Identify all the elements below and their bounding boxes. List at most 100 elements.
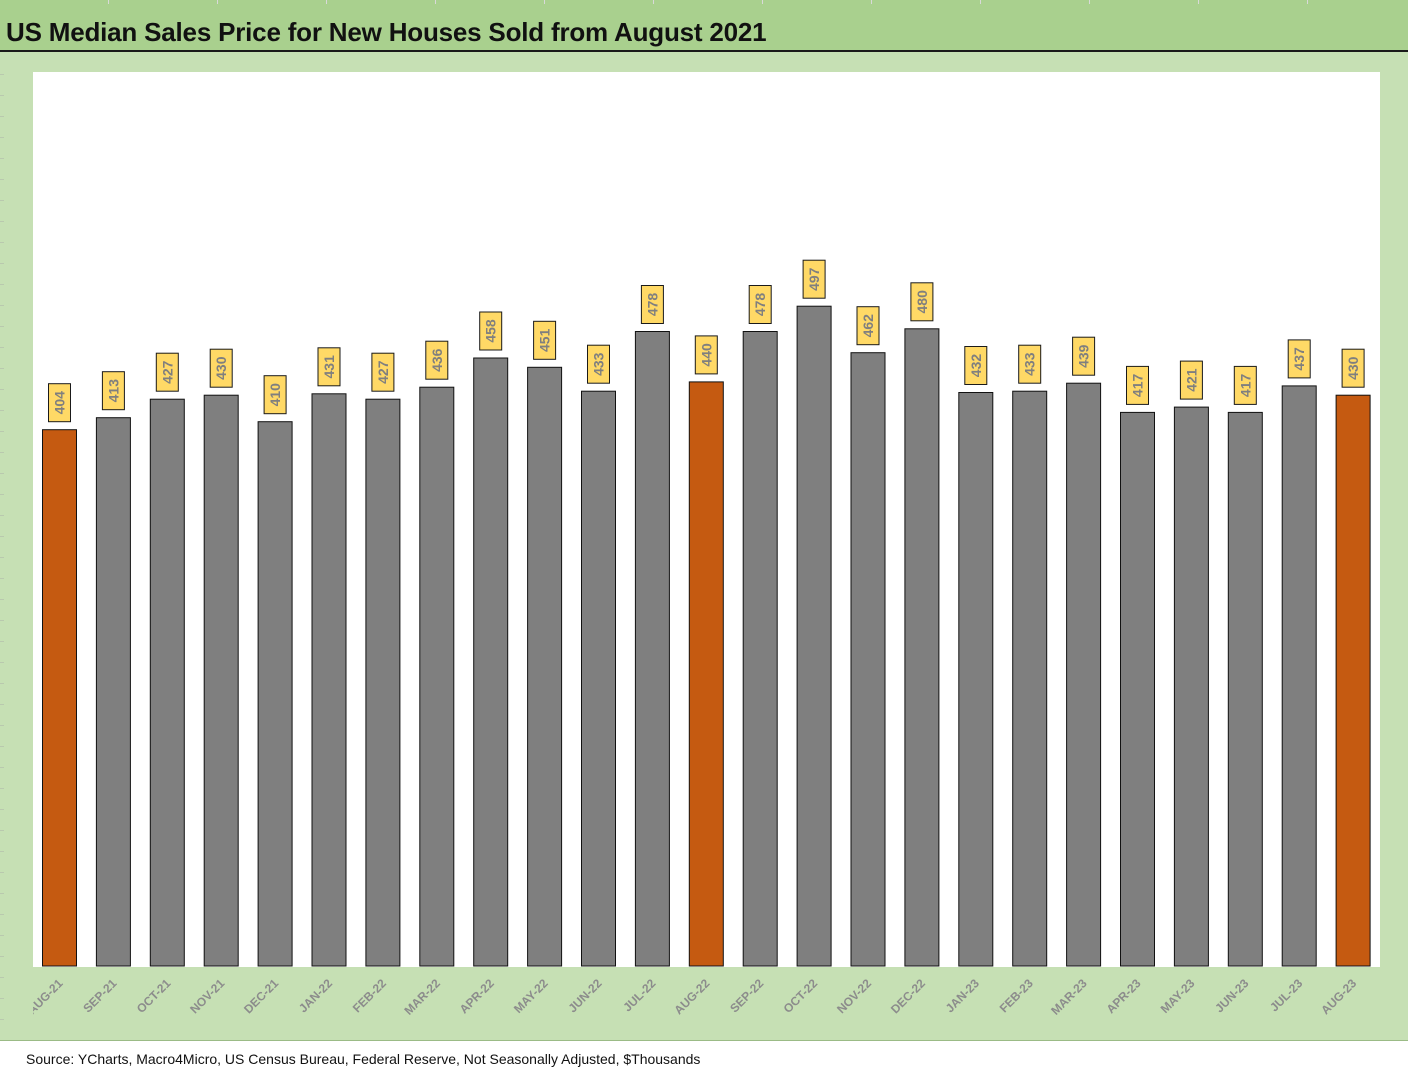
bar-dec-22 bbox=[904, 328, 940, 967]
bar-oct-22 bbox=[796, 305, 832, 967]
x-tick-label-mar-23: MAR-23 bbox=[1048, 976, 1090, 1018]
data-label-apr-23: 417 bbox=[1130, 374, 1146, 398]
data-label-jun-23: 417 bbox=[1237, 374, 1253, 398]
data-label-box-sep-22 bbox=[748, 285, 772, 324]
chart-title: US Median Sales Price for New Houses Sol… bbox=[6, 17, 767, 47]
bar-mar-22 bbox=[419, 386, 455, 967]
data-label-box-jun-23 bbox=[1233, 365, 1257, 405]
x-tick-label-aug-22: AUG-22 bbox=[671, 976, 712, 1017]
bar-feb-22 bbox=[365, 398, 401, 967]
bar-nov-21 bbox=[203, 394, 239, 967]
plot-area: 404 AUG-21 413 SEP-21 427 OCT-21 430 NOV-21 410 D… bbox=[33, 72, 1380, 1018]
bar-nov-22 bbox=[850, 352, 886, 967]
data-label-box-nov-21 bbox=[209, 348, 233, 388]
bar-jan-22 bbox=[311, 393, 347, 967]
bar-jan-23 bbox=[958, 392, 994, 967]
data-label-sep-22: 478 bbox=[752, 293, 768, 317]
data-label-aug-22: 440 bbox=[698, 343, 714, 367]
bar-aug-21 bbox=[42, 429, 77, 967]
bar-apr-23 bbox=[1120, 411, 1155, 967]
data-label-may-23: 421 bbox=[1183, 368, 1199, 392]
bar-jul-22 bbox=[634, 331, 670, 967]
x-tick-label-may-23: MAY-23 bbox=[1158, 976, 1198, 1016]
x-tick-label-mar-22: MAR-22 bbox=[401, 976, 443, 1018]
bar-may-22 bbox=[527, 366, 563, 967]
data-label-nov-21: 430 bbox=[213, 356, 229, 380]
data-label-oct-21: 427 bbox=[159, 360, 175, 384]
data-label-feb-23: 433 bbox=[1022, 352, 1038, 376]
data-label-box-jun-22 bbox=[587, 344, 610, 384]
title-bar: US Median Sales Price for New Houses Sol… bbox=[0, 0, 1408, 52]
bar-chart: 404 AUG-21 413 SEP-21 427 OCT-21 430 NOV-21 410 D… bbox=[33, 259, 1371, 1018]
data-label-box-feb-22 bbox=[371, 352, 395, 392]
data-label-box-aug-23 bbox=[1341, 348, 1365, 388]
data-label-box-nov-22 bbox=[856, 306, 880, 346]
data-label-box-aug-21 bbox=[48, 383, 71, 423]
x-tick-label-jan-22: JAN-22 bbox=[296, 976, 335, 1015]
bar-oct-21 bbox=[149, 398, 185, 967]
source-footer: Source: YCharts, Macro4Micro, US Census … bbox=[0, 1040, 1408, 1079]
data-label-nov-22: 462 bbox=[860, 314, 876, 338]
sheet-gridlines bbox=[0, 0, 1408, 4]
data-label-box-oct-22 bbox=[802, 259, 826, 299]
data-label-box-dec-21 bbox=[263, 375, 287, 415]
data-label-jul-22: 478 bbox=[644, 293, 660, 317]
data-label-box-jul-23 bbox=[1287, 339, 1311, 379]
data-label-jun-22: 433 bbox=[591, 352, 607, 376]
data-label-sep-21: 413 bbox=[105, 379, 121, 403]
bar-mar-23 bbox=[1066, 382, 1102, 967]
bar-jul-23 bbox=[1281, 385, 1317, 967]
x-tick-label-sep-22: SEP-22 bbox=[727, 976, 766, 1015]
x-tick-label-dec-21: DEC-21 bbox=[241, 976, 281, 1016]
data-label-box-jul-22 bbox=[640, 285, 664, 324]
data-label-mar-22: 436 bbox=[429, 348, 445, 372]
data-label-mar-23: 439 bbox=[1076, 344, 1092, 368]
x-tick-label-sep-21: SEP-21 bbox=[80, 976, 119, 1015]
x-tick-label-nov-21: NOV-21 bbox=[187, 976, 227, 1016]
bar-sep-21 bbox=[95, 417, 131, 967]
data-label-box-oct-21 bbox=[155, 352, 179, 392]
data-label-box-mar-22 bbox=[425, 340, 449, 380]
data-label-may-22: 451 bbox=[537, 328, 553, 352]
bar-jun-23 bbox=[1227, 411, 1263, 967]
data-label-jan-23: 432 bbox=[968, 354, 984, 378]
x-tick-label-feb-23: FEB-23 bbox=[997, 976, 1036, 1015]
x-tick-label-jun-23: JUN-23 bbox=[1212, 976, 1251, 1015]
bar-aug-22 bbox=[688, 381, 724, 967]
x-tick-label-jun-22: JUN-22 bbox=[565, 976, 604, 1015]
data-label-box-apr-23 bbox=[1126, 365, 1149, 405]
x-tick-label-dec-22: DEC-22 bbox=[888, 976, 928, 1016]
bar-feb-23 bbox=[1012, 390, 1048, 967]
x-tick-label-oct-21: OCT-21 bbox=[134, 976, 174, 1016]
bar-sep-22 bbox=[742, 331, 778, 967]
sheet-row-gridlines bbox=[0, 54, 4, 1074]
bar-dec-21 bbox=[257, 421, 293, 967]
x-tick-label-feb-22: FEB-22 bbox=[350, 976, 389, 1015]
data-label-oct-22: 497 bbox=[806, 267, 822, 291]
bar-may-23 bbox=[1173, 406, 1209, 967]
bar-aug-23 bbox=[1335, 394, 1371, 967]
x-tick-label-jan-23: JAN-23 bbox=[943, 976, 982, 1015]
data-label-box-may-22 bbox=[533, 320, 557, 360]
bar-jun-22 bbox=[581, 390, 616, 967]
data-label-apr-22: 458 bbox=[483, 319, 499, 343]
data-label-box-feb-23 bbox=[1018, 344, 1042, 384]
data-label-box-mar-23 bbox=[1072, 336, 1096, 376]
data-label-box-jan-22 bbox=[317, 347, 341, 387]
x-tick-label-aug-21: AUG-21 bbox=[33, 976, 66, 1017]
data-label-box-dec-22 bbox=[910, 282, 934, 322]
data-label-jan-22: 431 bbox=[321, 355, 337, 379]
source-note: Source: YCharts, Macro4Micro, US Census … bbox=[26, 1051, 701, 1067]
x-tick-label-apr-22: APR-22 bbox=[457, 976, 497, 1016]
x-tick-label-jul-23: JUL-23 bbox=[1267, 976, 1305, 1014]
data-label-box-jan-23 bbox=[964, 346, 988, 385]
data-label-box-aug-22 bbox=[694, 335, 718, 375]
x-tick-label-aug-23: AUG-23 bbox=[1318, 976, 1359, 1017]
data-label-box-apr-22 bbox=[479, 311, 503, 351]
bar-apr-22 bbox=[473, 357, 509, 967]
data-label-aug-21: 404 bbox=[52, 391, 68, 415]
x-tick-label-apr-23: APR-23 bbox=[1104, 976, 1144, 1016]
data-label-dec-21: 410 bbox=[267, 383, 283, 407]
data-label-feb-22: 427 bbox=[375, 360, 391, 384]
data-label-aug-23: 430 bbox=[1345, 356, 1361, 380]
